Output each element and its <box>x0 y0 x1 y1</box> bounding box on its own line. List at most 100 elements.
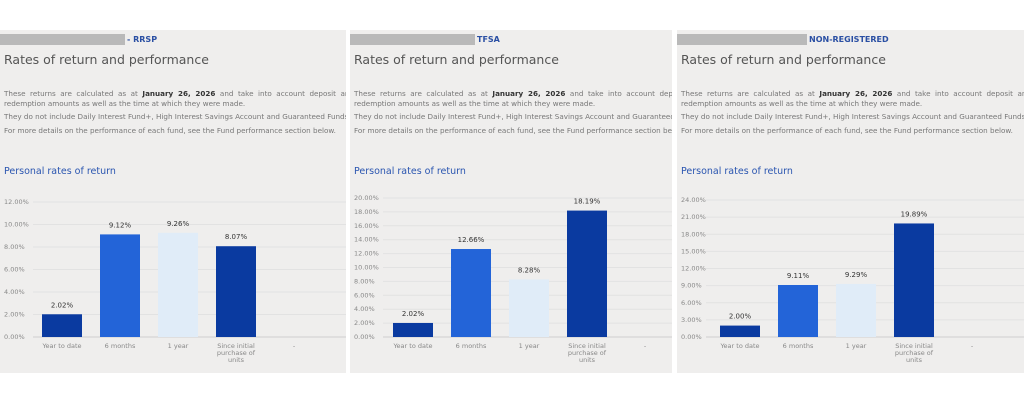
description-text: and take into account deposit and redemp… <box>681 89 1024 108</box>
y-tick-label: 0.00% <box>681 333 702 341</box>
x-tick-label: Year to date <box>719 342 759 350</box>
data-label: 18.19% <box>574 198 601 206</box>
data-label: 2.02% <box>402 310 425 318</box>
y-tick-label: 24.00% <box>681 196 706 204</box>
account-panel: - RRSP Rates of return and performance T… <box>0 30 346 373</box>
y-tick-label: 10.00% <box>4 221 29 229</box>
y-tick-label: 15.00% <box>681 247 706 255</box>
description: These returns are calculated as at Janua… <box>681 89 1024 139</box>
y-tick-label: 4.00% <box>4 288 25 296</box>
y-tick-label: 20.00% <box>354 194 379 202</box>
data-label: 9.12% <box>109 221 132 229</box>
x-tick-label: Since initial <box>217 342 255 350</box>
y-tick-label: 6.00% <box>4 266 25 274</box>
x-tick-label: 1 year <box>846 342 867 350</box>
description-text: and take into account deposit and redemp… <box>354 89 672 108</box>
details-text: For more details on the performance of e… <box>354 125 672 135</box>
data-label: 2.02% <box>51 301 74 309</box>
bar <box>894 223 934 337</box>
data-label: 9.29% <box>845 271 868 279</box>
description-text: These returns are calculated as at <box>681 89 820 98</box>
bar <box>720 325 760 337</box>
x-tick-label: - <box>971 342 974 350</box>
y-tick-label: 9.00% <box>681 282 702 290</box>
data-label: 8.07% <box>225 233 248 241</box>
x-tick-label: units <box>228 356 245 364</box>
data-label: 8.28% <box>518 266 541 274</box>
account-header: - RRSP <box>0 33 157 45</box>
y-tick-label: 3.00% <box>681 316 702 324</box>
y-tick-label: 12.00% <box>681 265 706 273</box>
x-tick-label: 6 months <box>105 342 136 350</box>
as-of-date: January 26, 2026 <box>819 89 893 98</box>
x-tick-label: 1 year <box>168 342 189 350</box>
description-text: These returns are calculated as at <box>4 89 143 98</box>
y-tick-label: 12.00% <box>354 250 379 258</box>
y-tick-label: 8.00% <box>354 277 375 285</box>
x-tick-label: purchase of <box>568 349 607 357</box>
bar <box>778 284 818 337</box>
x-tick-label: 1 year <box>519 342 540 350</box>
exclusions-text: They do not include Daily Interest Fund+… <box>354 112 672 121</box>
y-tick-label: 4.00% <box>354 305 375 313</box>
x-tick-label: units <box>579 356 596 364</box>
description: These returns are calculated as at Janua… <box>4 89 346 139</box>
x-tick-label: 6 months <box>456 342 487 350</box>
section-heading: Personal rates of return <box>4 166 116 177</box>
data-label: 19.89% <box>901 210 928 218</box>
account-panel: NON-REGISTERED Rates of return and perfo… <box>677 30 1024 373</box>
as-of-date: January 26, 2026 <box>142 89 216 98</box>
account-header: TFSA <box>350 33 500 45</box>
exclusions-text: They do not include Daily Interest Fund+… <box>4 112 346 121</box>
data-label: 12.66% <box>458 236 485 244</box>
y-tick-label: 0.00% <box>354 333 375 341</box>
bar <box>42 314 82 337</box>
y-tick-label: 14.00% <box>354 236 379 244</box>
description: These returns are calculated as at Janua… <box>354 89 672 139</box>
bar <box>158 232 198 337</box>
redacted-account-name <box>0 33 125 45</box>
bar <box>509 279 549 337</box>
y-tick-label: 12.00% <box>4 198 29 206</box>
account-type: - RRSP <box>127 34 158 44</box>
redacted-account-name <box>677 33 807 45</box>
bar <box>216 246 256 337</box>
y-tick-label: 2.00% <box>4 311 25 319</box>
x-tick-label: - <box>644 342 647 350</box>
x-tick-label: Since initial <box>895 342 933 350</box>
as-of-date: January 26, 2026 <box>492 89 566 98</box>
y-tick-label: 2.00% <box>354 319 375 327</box>
account-panel: TFSA Rates of return and performance The… <box>350 30 672 373</box>
description-text: and take into account deposit and redemp… <box>4 89 346 108</box>
exclusions-text: They do not include Daily Interest Fund+… <box>681 112 1024 121</box>
data-label: 2.00% <box>729 313 752 321</box>
bar <box>567 210 607 337</box>
x-tick-label: Year to date <box>41 342 81 350</box>
returns-bar-chart: 0.00% 2.00% 4.00% 6.00% 8.00% 10.00% 12.00% 2.0… <box>4 198 346 364</box>
y-tick-label: 0.00% <box>4 333 25 341</box>
y-tick-label: 18.00% <box>681 230 706 238</box>
x-tick-label: purchase of <box>217 349 256 357</box>
y-tick-label: 10.00% <box>354 264 379 272</box>
page-title: Rates of return and performance <box>4 52 209 67</box>
data-label: 9.26% <box>167 220 190 228</box>
account-type: NON-REGISTERED <box>809 34 889 44</box>
y-tick-label: 18.00% <box>354 208 379 216</box>
bar <box>393 322 433 337</box>
page-title: Rates of return and performance <box>681 52 886 67</box>
y-tick-label: 6.00% <box>354 291 375 299</box>
x-tick-label: purchase of <box>895 349 934 357</box>
x-tick-label: Since initial <box>568 342 606 350</box>
y-tick-label: 6.00% <box>681 299 702 307</box>
account-header: NON-REGISTERED <box>677 33 889 45</box>
description-text: These returns are calculated as at <box>354 89 493 98</box>
data-label: 9.11% <box>787 272 810 280</box>
details-text: For more details on the performance of e… <box>4 125 336 135</box>
returns-bar-chart: 0.00% 3.00% 6.00% 9.00% 12.00% 15.00% 18.00% 21… <box>681 196 1024 364</box>
bar <box>451 249 491 337</box>
x-tick-label: 6 months <box>783 342 814 350</box>
y-tick-label: 8.00% <box>4 243 25 251</box>
returns-bar-chart: 0.00% 2.00% 4.00% 6.00% 8.00% 10.00% 12.00% 14.… <box>354 194 672 364</box>
section-heading: Personal rates of return <box>681 166 793 177</box>
x-tick-label: - <box>293 342 296 350</box>
